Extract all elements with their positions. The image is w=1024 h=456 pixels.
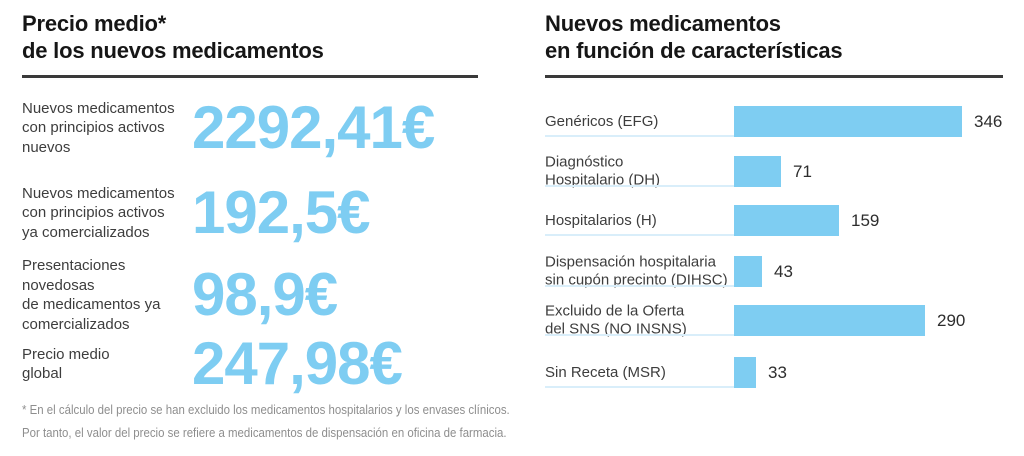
row-baseline — [545, 234, 735, 236]
stat-value: 247,98€ — [192, 330, 403, 397]
stat-value: 192,5€ — [192, 179, 371, 246]
bar-category-label: Hospitalarios (H) — [545, 211, 657, 229]
left-panel-title: Precio medio* de los nuevos medicamentos — [22, 11, 324, 63]
stat-row-presentaciones-novedosas: Presentaciones novedosas de medicamentos… — [22, 256, 478, 334]
row-baseline — [545, 386, 735, 388]
bar-row-diagnostico-hospitalario: Diagnóstico Hospitalario (DH) 71 — [545, 153, 1024, 189]
bar-category-label: Excluido de la Oferta del SNS (NO INSNS) — [545, 302, 687, 338]
stat-row-precio-medio-global: Precio medio global 247,98€ — [22, 334, 478, 394]
right-panel-title: Nuevos medicamentos en función de caract… — [545, 11, 843, 63]
stat-value: 2292,41€ — [192, 94, 435, 161]
panel-precio-medio: Precio medio* de los nuevos medicamentos… — [22, 0, 510, 456]
bar-category-label: Genéricos (EFG) — [545, 112, 659, 130]
stat-label: Nuevos medicamentos con principios activ… — [22, 99, 175, 156]
bar-row-genericos: Genéricos (EFG) 346 — [545, 106, 1024, 137]
bar-value: 43 — [774, 261, 793, 281]
row-baseline — [545, 285, 735, 287]
row-baseline — [545, 334, 735, 336]
bar — [734, 256, 762, 287]
stat-value: 98,9€ — [192, 261, 338, 328]
bar-row-dihsc: Dispensación hospitalaria sin cupón prec… — [545, 253, 1024, 289]
bar-category-label: Diagnóstico Hospitalario (DH) — [545, 153, 661, 189]
row-baseline — [545, 185, 735, 187]
bar — [734, 205, 839, 236]
footnote: * En el cálculo del precio se han exclui… — [22, 402, 510, 440]
bar-value: 346 — [974, 111, 1003, 131]
bar-category-label: Sin Receta (MSR) — [545, 363, 666, 381]
stat-label: Nuevos medicamentos con principios activ… — [22, 184, 175, 241]
panel-caracteristicas: Nuevos medicamentos en función de caract… — [545, 0, 1024, 456]
stat-label: Presentaciones novedosas de medicamentos… — [22, 257, 161, 333]
stat-row-ya-comercializados: Nuevos medicamentos con principios activ… — [22, 183, 478, 243]
bar — [734, 106, 962, 137]
bar — [734, 305, 925, 336]
bar-category-label: Dispensación hospitalaria sin cupón prec… — [545, 253, 728, 289]
bar-value: 159 — [851, 210, 880, 230]
bar-value: 33 — [768, 362, 787, 382]
row-baseline — [545, 135, 735, 137]
right-title-rule — [545, 75, 1003, 78]
bar — [734, 156, 781, 187]
bar-row-hospitalarios: Hospitalarios (H) 159 — [545, 205, 1024, 236]
bar-row-sin-receta: Sin Receta (MSR) 33 — [545, 357, 1024, 388]
bar-value: 290 — [937, 310, 966, 330]
stat-row-principios-nuevos: Nuevos medicamentos con principios activ… — [22, 98, 478, 158]
bar-row-excluido-oferta-sns: Excluido de la Oferta del SNS (NO INSNS)… — [545, 302, 1024, 338]
left-title-rule — [22, 75, 478, 78]
bar — [734, 357, 756, 388]
bar-value: 71 — [793, 161, 812, 181]
stat-label: Precio medio global — [22, 345, 110, 383]
